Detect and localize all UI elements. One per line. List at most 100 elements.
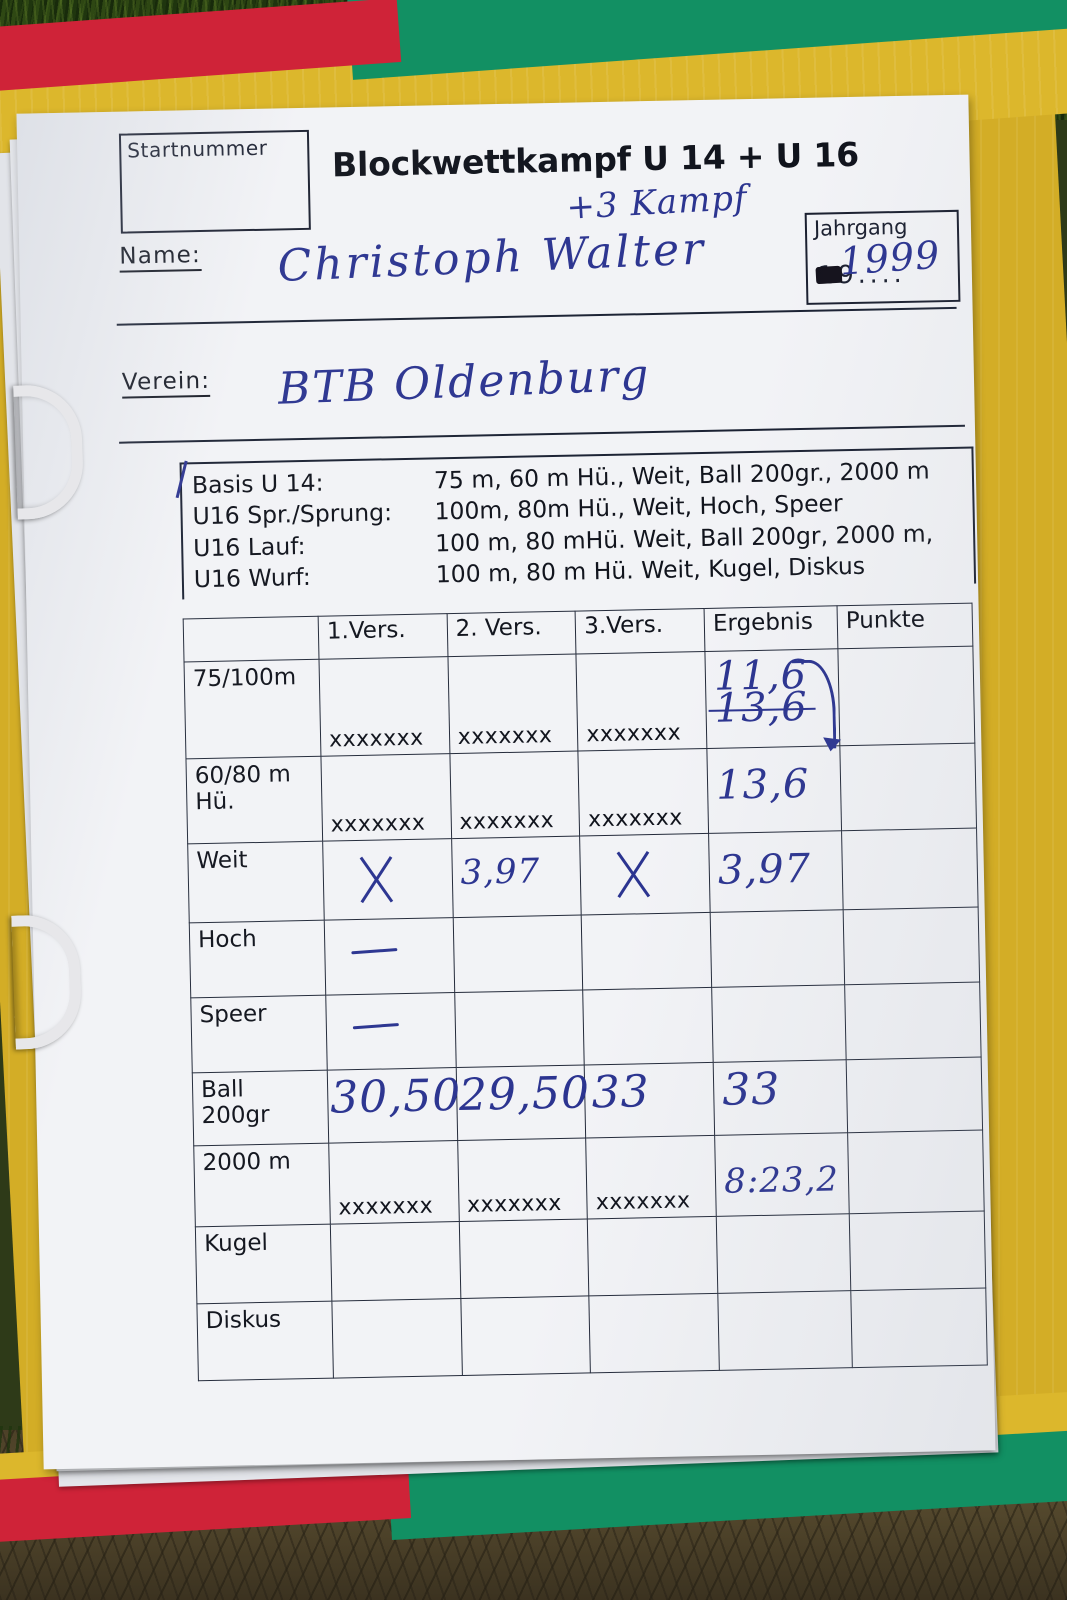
binder-rings <box>0 0 110 1600</box>
cell-ergebnis[interactable] <box>710 909 845 988</box>
instruction-key: U16 Wurf: <box>193 562 312 593</box>
event-name: 60/80 m <box>194 761 292 790</box>
cell-attempt-3[interactable]: xxxxxxx <box>576 651 707 752</box>
row-event-label: Ball 200gr <box>192 1070 329 1146</box>
correction-arrow-icon <box>791 659 837 750</box>
jahrgang-value[interactable]: 1999 <box>838 232 942 284</box>
cell-attempt-2[interactable]: xxxxxxx <box>447 654 579 754</box>
cell-ergebnis[interactable] <box>716 1213 851 1294</box>
th-punkte: Punkte <box>837 603 973 649</box>
cell-attempt-1[interactable] <box>324 917 455 996</box>
name-rule <box>116 306 957 326</box>
cell-attempt-2[interactable] <box>460 1295 591 1376</box>
cell-attempt-3[interactable]: xxxxxxx <box>586 1135 717 1219</box>
cell-attempt-1[interactable] <box>322 838 453 921</box>
ring-highlight <box>13 383 85 520</box>
cell-punkte[interactable] <box>850 1287 988 1368</box>
filler-text: xxxxxxx <box>459 808 555 835</box>
cell-attempt-1[interactable] <box>325 992 456 1071</box>
cell-attempt-3[interactable] <box>587 1216 718 1296</box>
instruction-key: Basis U 14: <box>191 468 324 500</box>
event-name: Speer <box>199 1000 267 1029</box>
cell-attempt-3[interactable] <box>581 912 712 990</box>
th-attempt-2: 2. Vers. <box>446 611 577 657</box>
attempt-value: 3,97 <box>460 851 541 893</box>
event-name: Kugel <box>203 1229 269 1258</box>
results-table: 1.Vers. 2. Vers. 3.Vers. Ergebnis Punkte… <box>183 603 988 1382</box>
th-ergebnis: Ergebnis <box>704 605 838 652</box>
event-name: 75/100m <box>192 664 297 693</box>
cell-attempt-2[interactable]: xxxxxxx <box>449 751 580 839</box>
ink-blob <box>815 265 843 285</box>
th-attempt-1: 1.Vers. <box>318 613 448 660</box>
event-name: Hoch <box>197 926 257 954</box>
cell-ergebnis[interactable]: 3,97 <box>708 830 844 913</box>
cell-attempt-1[interactable]: xxxxxxx <box>328 1140 459 1225</box>
page-title: Blockwettkampf U 14 + U 16 <box>331 134 860 185</box>
result-value: 3,97 <box>717 845 812 894</box>
cell-attempt-2[interactable]: 29,50 <box>455 1064 590 1141</box>
cell-ergebnis[interactable]: 33 <box>713 1059 848 1136</box>
cell-punkte[interactable] <box>846 1057 983 1133</box>
filler-text: xxxxxxx <box>338 1193 434 1221</box>
cell-ergebnis[interactable]: 8:23,2 <box>714 1132 850 1217</box>
name-value[interactable]: Christoph Walter <box>276 223 708 292</box>
cell-attempt-1[interactable]: xxxxxxx <box>318 656 450 757</box>
row-event-label: Speer <box>190 995 328 1073</box>
name-label: Name: <box>119 242 202 273</box>
attempt-value: 30,50 <box>329 1069 462 1124</box>
table-row: 60/80 m Hü. xxxxxxx xxxxxxx xxxxxxx 13,6 <box>185 743 977 844</box>
cell-attempt-2[interactable]: xxxxxxx <box>457 1137 588 1222</box>
cell-punkte[interactable] <box>844 982 982 1060</box>
cell-ergebnis[interactable] <box>717 1290 853 1371</box>
cell-punkte[interactable] <box>849 1210 986 1291</box>
table-row: 2000 m xxxxxxx xxxxxxx xxxxxxx 8:23,2 <box>193 1130 985 1227</box>
row-event-label: 60/80 m Hü. <box>185 756 323 844</box>
instruction-key: U16 Lauf: <box>192 531 306 562</box>
cell-attempt-1[interactable]: xxxxxxx <box>320 753 452 842</box>
cell-attempt-1[interactable] <box>331 1298 463 1379</box>
startnummer-box[interactable]: Startnummer <box>118 129 311 234</box>
result-value: 33 <box>721 1063 781 1116</box>
cell-attempt-3[interactable] <box>583 987 714 1065</box>
row-event-label: Weit <box>187 841 325 923</box>
cell-punkte[interactable] <box>841 828 979 910</box>
filler-text: xxxxxxx <box>466 1190 563 1218</box>
cell-punkte[interactable] <box>839 743 977 831</box>
cell-ergebnis[interactable]: 13,6 <box>706 745 842 834</box>
cell-punkte[interactable] <box>847 1130 985 1214</box>
verein-value[interactable]: BTB Oldenburg <box>277 349 652 415</box>
th-attempt-3: 3.Vers. <box>575 608 706 655</box>
row-event-label: Kugel <box>195 1224 332 1304</box>
filler-text: xxxxxxx <box>457 723 553 750</box>
verein-rule <box>119 424 965 444</box>
row-event-label: 2000 m <box>193 1143 331 1227</box>
cell-attempt-3[interactable] <box>589 1293 720 1373</box>
row-event-label: Diskus <box>196 1301 334 1381</box>
cell-ergebnis[interactable]: 11,6 13,6 <box>705 648 840 750</box>
th-event <box>183 616 319 662</box>
cell-punkte[interactable] <box>843 907 980 985</box>
cell-attempt-2[interactable] <box>452 915 584 993</box>
table-row: Diskus <box>196 1287 988 1381</box>
attempt-value: 33 <box>591 1066 651 1119</box>
cell-attempt-3[interactable] <box>579 833 711 916</box>
event-group-instructions: Basis U 14: 75 m, 60 m Hü., Weit, Ball 2… <box>175 446 977 600</box>
startnummer-label: Startnummer <box>127 135 268 163</box>
cell-ergebnis[interactable] <box>711 984 847 1063</box>
score-sheet: Startnummer Blockwettkampf U 14 + U 16 +… <box>16 94 996 1470</box>
cell-attempt-2[interactable] <box>454 989 585 1068</box>
cell-attempt-1[interactable]: 30,50 <box>327 1067 462 1144</box>
event-name-line2: 200gr <box>201 1102 270 1130</box>
cell-punkte[interactable] <box>837 646 975 746</box>
cell-attempt-3[interactable]: xxxxxxx <box>578 748 709 837</box>
event-name: Ball <box>200 1076 245 1104</box>
cell-attempt-1[interactable] <box>330 1221 461 1302</box>
cell-attempt-2[interactable]: 3,97 <box>451 836 582 918</box>
event-name-line2: Hü. <box>195 788 235 816</box>
verein-label: Verein: <box>121 367 211 399</box>
cell-attempt-3[interactable]: 33 <box>584 1062 715 1138</box>
cell-attempt-2[interactable] <box>458 1218 590 1299</box>
result-value: 8:23,2 <box>723 1159 840 1202</box>
title-annotation: +3 Kampf <box>565 177 749 228</box>
